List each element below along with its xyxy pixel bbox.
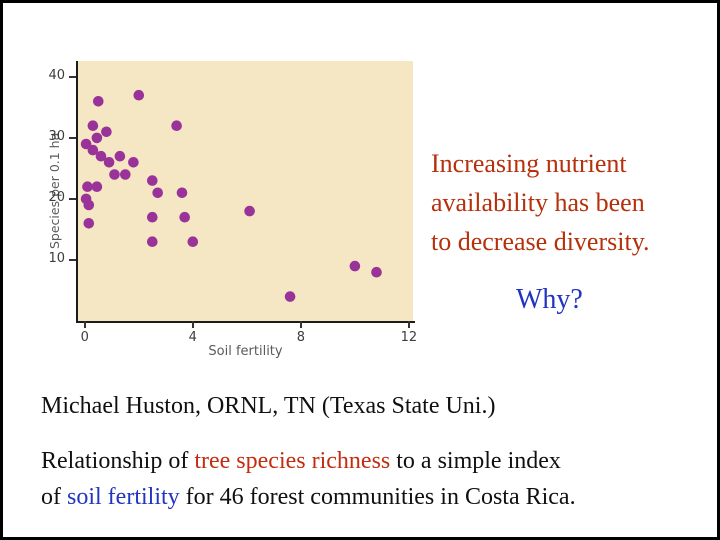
data-point [371, 266, 382, 278]
annotation-line: Increasing nutrient [431, 149, 627, 178]
credit-line: Michael Huston, ORNL, TN (Texas State Un… [41, 393, 496, 419]
x-tick-label: 8 [296, 330, 306, 345]
data-point [284, 291, 296, 302]
data-point [91, 181, 103, 192]
scatter-chart: Species per 0.1 ha Soil fertility 0 4 8 12 1… [3, 3, 717, 537]
description-part: of [41, 484, 67, 510]
data-point [120, 169, 131, 180]
x-tick-label: 12 [400, 330, 418, 345]
data-point [95, 150, 107, 162]
data-point [349, 260, 361, 272]
annotation-line: to decrease diversity. [431, 227, 650, 256]
data-point [101, 126, 112, 138]
data-point [147, 236, 158, 247]
x-tick [191, 321, 194, 328]
data-point [152, 187, 163, 199]
y-tick-label: 10 [48, 250, 65, 266]
description-part: for 46 forest communities in Costa Rica. [179, 484, 576, 510]
y-tick-label: 40 [48, 67, 65, 83]
y-axis-line [76, 61, 78, 323]
scatter-points-layer [80, 89, 382, 302]
data-point [147, 175, 158, 186]
x-tick [83, 321, 86, 328]
data-point [176, 187, 188, 199]
data-point [82, 181, 93, 192]
x-axis-line [76, 321, 415, 323]
data-point [244, 205, 255, 217]
plot-area [78, 61, 413, 321]
data-point [171, 120, 182, 131]
data-point [83, 199, 95, 211]
data-point [87, 144, 99, 156]
description-part: tree species richness [194, 448, 391, 474]
y-tick [69, 197, 76, 200]
data-point [91, 132, 103, 144]
description-part: soil fertility [67, 484, 180, 510]
description-part: Relationship of [41, 448, 195, 474]
y-tick [69, 136, 76, 139]
annotation-text: Increasing nutrient availability has been… [431, 144, 650, 261]
y-tick-label: 20 [48, 189, 65, 205]
data-point [109, 169, 120, 180]
data-point [93, 96, 104, 107]
x-axis-label: Soil fertility [208, 344, 283, 359]
description-text: Relationship of tree species richness to… [41, 443, 706, 515]
data-point [83, 218, 95, 229]
data-point [80, 138, 92, 150]
x-tick-label: 0 [80, 330, 89, 345]
x-tick [407, 321, 410, 328]
data-point [147, 211, 158, 223]
annotation-line: availability has been [431, 188, 645, 217]
x-tick-label: 4 [188, 330, 197, 345]
data-point [179, 211, 190, 223]
data-point [133, 89, 145, 101]
data-point [187, 236, 199, 247]
data-point [128, 157, 139, 168]
y-tick-label: 30 [48, 128, 65, 144]
description-part: to a simple index [390, 448, 561, 474]
data-point [114, 150, 126, 162]
y-tick [69, 75, 76, 78]
data-point [103, 157, 115, 168]
data-point [87, 120, 99, 131]
x-tick [299, 321, 302, 328]
why-text: Why? [516, 284, 583, 315]
y-tick [69, 258, 76, 261]
